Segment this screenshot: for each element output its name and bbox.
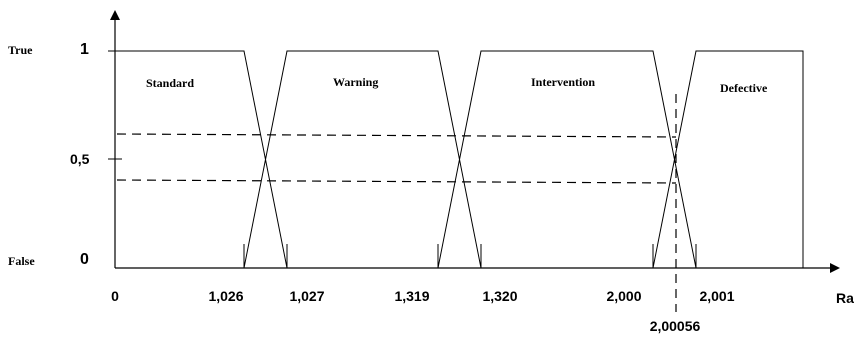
y-label-false: False xyxy=(8,254,35,268)
x-tick-label-2001: 2,001 xyxy=(699,288,734,304)
x-tick-label-0: 0 xyxy=(111,288,119,304)
x-tick-label-1026: 1,026 xyxy=(208,288,243,304)
series-label-defective: Defective xyxy=(720,81,768,95)
dashed-level-upper xyxy=(116,133,677,138)
series-label-standard: Standard xyxy=(146,76,194,90)
y-label-one: 1 xyxy=(80,41,89,58)
x-tick-label-1320: 1,320 xyxy=(482,288,517,304)
x-tick-label-1319: 1,319 xyxy=(394,288,429,304)
series-label-warning: Warning xyxy=(333,75,378,89)
marker-label: 2,00056 xyxy=(650,318,701,334)
y-label-true: True xyxy=(8,43,33,57)
series-standard-line xyxy=(115,50,288,269)
x-tick-label-1027: 1,027 xyxy=(289,288,324,304)
x-tick-label-2000: 2,000 xyxy=(606,288,641,304)
y-label-half: 0,5 xyxy=(70,151,90,167)
y-label-zero: 0 xyxy=(80,251,89,268)
x-axis-label: Ra xyxy=(836,290,854,306)
dashed-level-lower xyxy=(116,179,677,184)
series-label-intervention: Intervention xyxy=(531,75,595,89)
series-defective-line xyxy=(652,50,804,269)
